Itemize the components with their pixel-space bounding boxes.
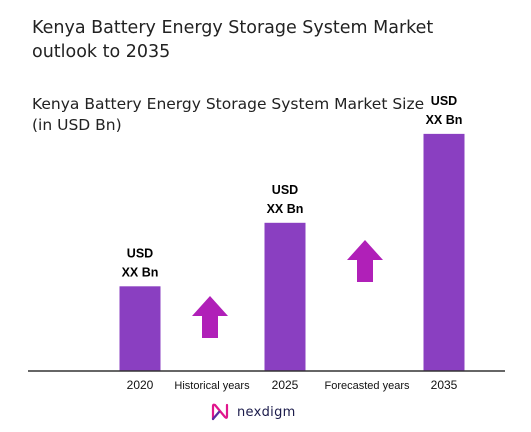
bar-value-label: USD bbox=[272, 183, 298, 197]
bar-2035 bbox=[423, 133, 465, 371]
bar-value-label: USD bbox=[431, 94, 457, 108]
x-tick-label: 2035 bbox=[431, 378, 458, 392]
brand-logo: nexdigm bbox=[210, 402, 296, 422]
bar-2025 bbox=[264, 222, 306, 371]
nexdigm-logo-icon bbox=[211, 403, 229, 421]
growth-arrow-icon bbox=[347, 240, 383, 282]
brand-name: nexdigm bbox=[237, 404, 296, 420]
x-tick-label: 2025 bbox=[272, 378, 299, 392]
period-label: Historical years bbox=[174, 380, 250, 392]
bar-value-label: XX Bn bbox=[426, 113, 463, 127]
period-label: Forecasted years bbox=[325, 380, 410, 392]
bar-value-label: USD bbox=[127, 246, 153, 260]
x-tick-label: 2020 bbox=[127, 378, 154, 392]
bar-value-label: XX Bn bbox=[267, 202, 304, 216]
chart-title: Kenya Battery Energy Storage System Mark… bbox=[32, 18, 434, 62]
growth-arrow-icon bbox=[192, 296, 228, 338]
bar-2020 bbox=[119, 286, 161, 371]
chart-subtitle: Kenya Battery Energy Storage System Mark… bbox=[32, 95, 425, 134]
bar-value-label: XX Bn bbox=[122, 265, 159, 279]
